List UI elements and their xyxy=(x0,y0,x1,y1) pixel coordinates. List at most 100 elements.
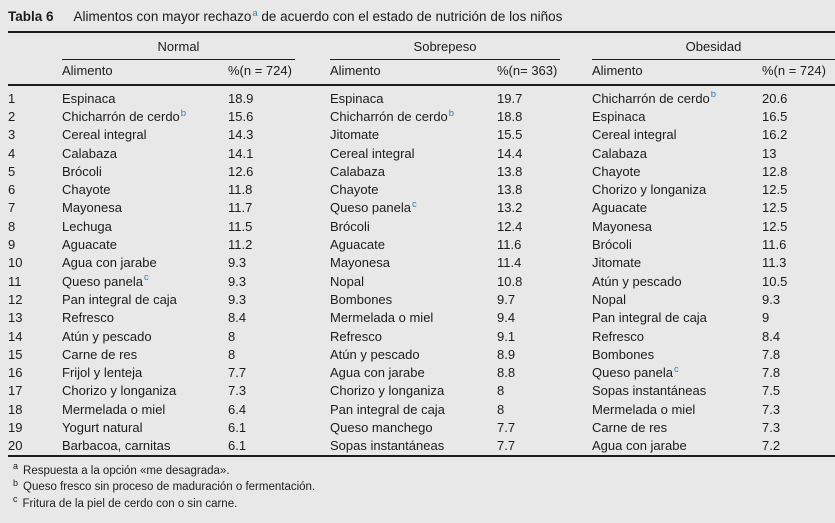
pct-cell: 7.7 xyxy=(497,419,516,435)
pct-cell: 8.9 xyxy=(497,346,516,362)
pct-cell: 7.2 xyxy=(762,438,781,454)
table-row: 6 Chayote 11.8 Chayote 13.8 Chorizo y longani… xyxy=(8,180,835,198)
table-row: 12 Pan integral de caja 9.3 Bombones 9.7 Nopa… xyxy=(8,290,835,308)
pct-cell: 15.6 xyxy=(228,108,254,124)
food-cell: Sopas instantáneas xyxy=(330,438,445,454)
col-header-pct-sobrepeso: %(n= 363) xyxy=(497,63,558,78)
food-cell: Carne de res xyxy=(62,346,138,362)
pct-cell: 12.5 xyxy=(762,200,788,216)
food-cell: Mayonesa xyxy=(330,255,390,271)
pct-cell: 11.3 xyxy=(762,255,787,271)
row-number: 10 xyxy=(8,255,23,271)
footnote-b: b Queso fresco sin proceso de maduración … xyxy=(8,477,835,496)
pct-cell: 12.5 xyxy=(762,218,788,234)
food-cell: Mayonesa xyxy=(592,218,652,234)
table-number: Tabla 6 xyxy=(8,9,54,24)
footnote-marker-b: b xyxy=(180,108,187,119)
empty-header-cell xyxy=(8,78,62,84)
food-cell: Calabaza xyxy=(592,145,647,161)
pct-cell: 11.7 xyxy=(228,200,253,216)
pct-cell: 13.8 xyxy=(497,182,523,198)
pct-cell: 12.5 xyxy=(762,182,788,198)
table-row: 2 Chicharrón de cerdob 15.6 Chicharrón de c… xyxy=(8,107,835,125)
food-cell: Atún y pescado xyxy=(62,328,152,344)
pct-cell: 11.2 xyxy=(228,237,253,253)
pct-cell: 13.2 xyxy=(497,200,523,216)
row-number: 5 xyxy=(8,163,16,179)
pct-cell: 11.8 xyxy=(228,182,253,198)
table-row: 18 Mermelada o miel 6.4 Pan integral de caj… xyxy=(8,400,835,418)
row-number: 20 xyxy=(8,438,23,454)
pct-cell: 13.8 xyxy=(497,163,523,179)
food-cell: Mermelada o miel xyxy=(62,401,166,417)
row-number: 19 xyxy=(8,419,23,435)
row-number: 6 xyxy=(8,182,16,198)
food-cell: Refresco xyxy=(592,328,645,344)
food-cell: Mayonesa xyxy=(62,200,122,216)
food-cell: Refresco xyxy=(330,328,383,344)
group-header-row: Normal Sobrepeso Obesidad xyxy=(8,33,835,60)
pct-cell: 20.6 xyxy=(762,90,788,106)
pct-cell: 11.5 xyxy=(228,218,253,234)
pct-cell: 9.3 xyxy=(762,291,781,307)
col-header-pct-obesidad: %(n = 724) xyxy=(762,63,826,78)
food-cell: Calabaza xyxy=(62,145,117,161)
pct-cell: 8 xyxy=(497,383,505,399)
row-number: 3 xyxy=(8,127,16,143)
row-number: 14 xyxy=(8,328,23,344)
pct-cell: 7.3 xyxy=(228,383,247,399)
food-cell: Espinaca xyxy=(62,90,116,106)
footnotes: a Respuesta a la opción «me desagrada». b… xyxy=(8,457,835,513)
table-row: 17 Chorizo y longaniza 7.3 Chorizo y longan… xyxy=(8,382,835,400)
footnote-marker-b: b xyxy=(710,90,717,101)
food-cell: Carne de res xyxy=(592,419,668,435)
pct-cell: 18.9 xyxy=(228,90,254,106)
row-number: 1 xyxy=(8,90,16,106)
food-cell: Barbacoa, carnitas xyxy=(62,438,171,454)
food-cell: Yogurt natural xyxy=(62,419,143,435)
food-cell: Mermelada o miel xyxy=(330,310,434,326)
col-header-alimento-normal: Alimento xyxy=(62,63,113,78)
footnote-b-marker: b xyxy=(13,477,19,488)
food-cell: Jitomate xyxy=(330,127,380,143)
pct-cell: 9 xyxy=(762,310,770,326)
food-cell: Chicharrón de cerdob xyxy=(62,108,187,124)
group-header-obesidad: Obesidad xyxy=(592,39,835,60)
table-row: 7 Mayonesa 11.7 Queso panelac 13.2 Aguacate 12… xyxy=(8,199,835,217)
pct-cell: 7.8 xyxy=(762,365,781,381)
table-row: 15 Carne de res 8 Atún y pescado 8.9 Bombones… xyxy=(8,345,835,363)
footnote-a-marker: a xyxy=(13,461,19,472)
row-number: 13 xyxy=(8,310,23,326)
table-row: 19 Yogurt natural 6.1 Queso manchego 7.7 Carn… xyxy=(8,418,835,436)
table-title: Tabla 6 Alimentos con mayor rechazoa de a… xyxy=(8,0,835,25)
footnote-a-text: Respuesta a la opción «me desagrada». xyxy=(23,464,230,477)
food-cell: Agua con jarabe xyxy=(330,365,425,381)
food-cell: Cereal integral xyxy=(62,127,147,143)
table-row: 20 Barbacoa, carnitas 6.1 Sopas instantánea… xyxy=(8,437,835,455)
row-number: 15 xyxy=(8,346,23,362)
food-cell: Sopas instantáneas xyxy=(592,383,707,399)
footnote-marker-c: c xyxy=(143,273,149,284)
table-row: 5 Brócoli 12.6 Calabaza 13.8 Chayote 12.8 xyxy=(8,162,835,180)
table-row: 4 Calabaza 14.1 Cereal integral 14.4 Calabaza… xyxy=(8,144,835,162)
pct-cell: 8 xyxy=(497,401,505,417)
food-cell: Jitomate xyxy=(592,255,642,271)
food-cell: Calabaza xyxy=(330,163,385,179)
food-cell: Cereal integral xyxy=(330,145,415,161)
table-body: 1 Espinaca 18.9 Espinaca 19.7 Chicharrón de c… xyxy=(8,86,835,455)
pct-cell: 9.3 xyxy=(228,291,247,307)
food-cell: Aguacate xyxy=(62,237,117,253)
pct-cell: 18.8 xyxy=(497,108,523,124)
table-row: 14 Atún y pescado 8 Refresco 9.1 Refresco 8.4 xyxy=(8,327,835,345)
footnote-c-marker: c xyxy=(13,494,18,505)
pct-cell: 7.8 xyxy=(762,346,781,362)
food-cell: Agua con jarabe xyxy=(592,438,687,454)
row-number: 11 xyxy=(8,273,22,289)
pct-cell: 10.5 xyxy=(762,273,788,289)
food-cell: Mermelada o miel xyxy=(592,401,696,417)
pct-cell: 19.7 xyxy=(497,90,523,106)
col-header-alimento-sobrepeso: Alimento xyxy=(330,63,381,78)
pct-cell: 9.1 xyxy=(497,328,516,344)
food-cell: Agua con jarabe xyxy=(62,255,157,271)
pct-cell: 7.7 xyxy=(497,438,516,454)
